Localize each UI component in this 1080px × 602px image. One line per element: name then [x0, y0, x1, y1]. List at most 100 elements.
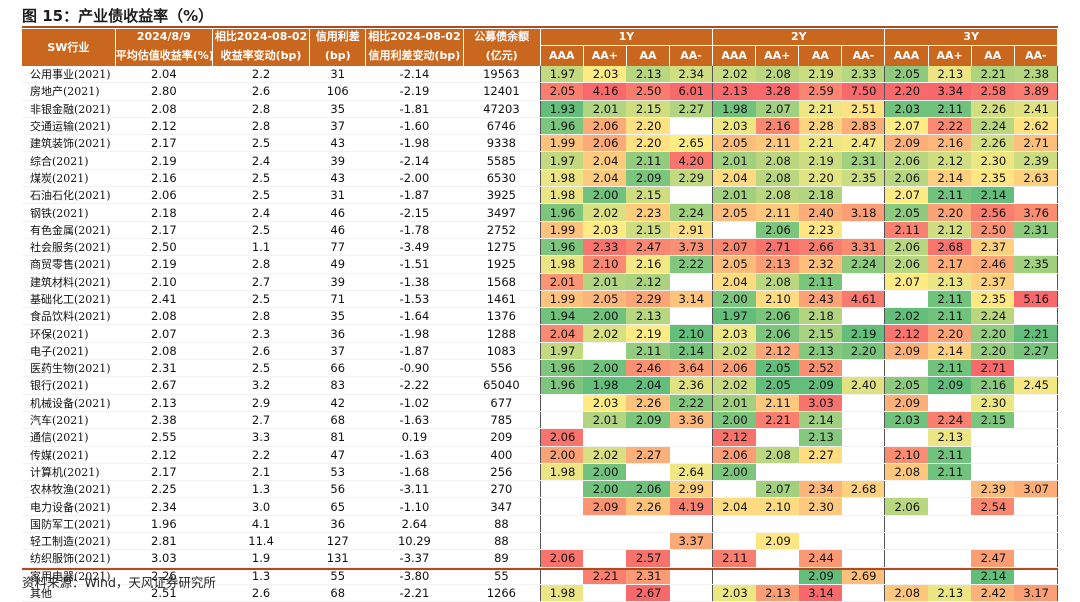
yield-cell: 2.71	[971, 359, 1015, 378]
spread-change: -1.98	[365, 134, 464, 153]
yield-cell: 2.71	[1014, 134, 1059, 153]
yield-cell: 2.04	[626, 376, 670, 395]
yield-cell: 2.01	[712, 151, 756, 170]
avg-yield: 2.17	[115, 221, 213, 239]
bottom-rule	[22, 568, 1058, 570]
industry-name: 计算机(2021)	[22, 463, 116, 482]
spread-change: -1.64	[365, 307, 464, 326]
yield-cell: 2.34	[669, 66, 714, 84]
yield-cell	[841, 186, 886, 205]
yield-cell	[1014, 238, 1059, 257]
yield-cell: 2.43	[798, 290, 842, 309]
avg-yield: 2.51	[115, 584, 213, 602]
yield-cell: 2.19	[798, 151, 842, 170]
yield-cell: 2.50	[971, 221, 1015, 239]
yield-cell	[1014, 186, 1059, 205]
bond-balance: 1925	[463, 255, 541, 274]
yield-change: 2.4	[212, 151, 310, 170]
yield-cell: 2.07	[884, 186, 929, 205]
yield-cell: 2.04	[712, 273, 756, 291]
spread-change: -2.21	[365, 584, 464, 602]
yield-cell: 2.06	[712, 446, 756, 464]
yield-cell	[1014, 567, 1059, 585]
yield-cell	[971, 515, 1015, 534]
yield-cell	[626, 463, 670, 482]
yield-cell: 2.15	[626, 221, 670, 239]
yield-cell: 2.20	[928, 324, 972, 343]
yield-change: 2.1	[212, 463, 310, 482]
yield-cell: 4.16	[583, 82, 627, 101]
bond-balance: 6530	[463, 169, 541, 188]
yield-cell: 5.16	[1014, 290, 1059, 309]
yield-cell	[798, 532, 842, 551]
industry-name: 医药生物(2021)	[22, 359, 116, 378]
yield-cell: 2.21	[798, 100, 842, 118]
yield-cell: 2.68	[928, 238, 972, 257]
yield-cell	[841, 273, 886, 291]
yield-cell	[583, 515, 627, 534]
yield-cell: 2.00	[583, 186, 627, 205]
bond-balance: 256	[463, 463, 541, 482]
yield-cell: 3.89	[1014, 82, 1059, 101]
yield-cell: 2.11	[928, 186, 972, 205]
yield-cell: 2.02	[583, 446, 627, 464]
bond-balance: 1288	[463, 324, 541, 343]
yield-cell: 1.99	[540, 290, 584, 309]
yield-cell: 2.29	[669, 169, 714, 188]
industry-name: 机械设备(2021)	[22, 394, 116, 412]
yield-cell: 2.00	[712, 411, 756, 430]
avg-yield: 2.26	[115, 567, 213, 585]
yield-cell: 2.30	[798, 497, 842, 516]
yield-cell	[712, 567, 756, 585]
avg-yield: 2.12	[115, 446, 213, 464]
rating-header: AA	[798, 45, 843, 66]
yield-cell: 2.10	[884, 446, 929, 464]
yield-cell: 2.44	[798, 549, 842, 568]
yield-cell	[583, 584, 627, 602]
yield-cell: 2.99	[669, 480, 714, 499]
yield-cell: 2.71	[755, 238, 799, 257]
bond-balance: 556	[463, 359, 541, 378]
yield-cell	[841, 463, 886, 482]
rating-header: AA	[971, 45, 1015, 66]
yield-cell: 2.02	[712, 342, 756, 361]
industry-name: 石油石化(2021)	[22, 186, 116, 205]
credit-spread: 68	[309, 584, 366, 602]
yield-cell	[712, 532, 756, 551]
yield-change: 2.4	[212, 203, 310, 222]
yield-cell: 2.02	[884, 307, 929, 326]
rating-header: AA-	[841, 45, 886, 66]
yield-cell: 7.50	[841, 82, 886, 101]
figure-title: 图 15：产业债收益率（%）	[22, 7, 214, 25]
bond-balance: 12401	[463, 82, 541, 101]
yield-cell	[583, 532, 627, 551]
yield-cell	[669, 549, 714, 568]
yield-cell: 2.47	[971, 549, 1015, 568]
yield-change: 1.3	[212, 480, 310, 499]
yield-cell	[841, 221, 886, 239]
rating-header: AA-	[669, 45, 714, 66]
industry-name: 国防军工(2021)	[22, 515, 116, 534]
yield-cell: 2.09	[755, 532, 799, 551]
yield-cell: 2.62	[1014, 117, 1059, 136]
yield-cell: 2.57	[626, 549, 670, 568]
spread-change: 0.19	[365, 428, 464, 447]
bond-balance: 55	[463, 567, 541, 585]
yield-cell: 2.27	[798, 446, 842, 464]
yield-cell: 2.11	[755, 394, 799, 412]
table-row: 建筑装饰(2021) 2.17 2.5 43 -1.98 9338 1.99 2.06 2.20…	[22, 134, 1059, 153]
yield-cell: 2.11	[626, 151, 670, 170]
yield-cell: 2.33	[841, 66, 886, 84]
yield-cell: 2.39	[971, 480, 1015, 499]
avg-yield: 2.06	[115, 186, 213, 205]
yield-change: 11.4	[212, 532, 310, 551]
credit-spread: 106	[309, 82, 366, 101]
bond-balance: 5585	[463, 151, 541, 170]
industry-name: 电子(2021)	[22, 342, 116, 361]
yield-cell: 2.03	[712, 117, 756, 136]
yield-cell: 2.32	[798, 255, 842, 274]
yield-cell	[755, 567, 799, 585]
rating-header: AA-	[1014, 45, 1059, 66]
yield-cell	[841, 307, 886, 326]
yield-cell	[1014, 463, 1059, 482]
